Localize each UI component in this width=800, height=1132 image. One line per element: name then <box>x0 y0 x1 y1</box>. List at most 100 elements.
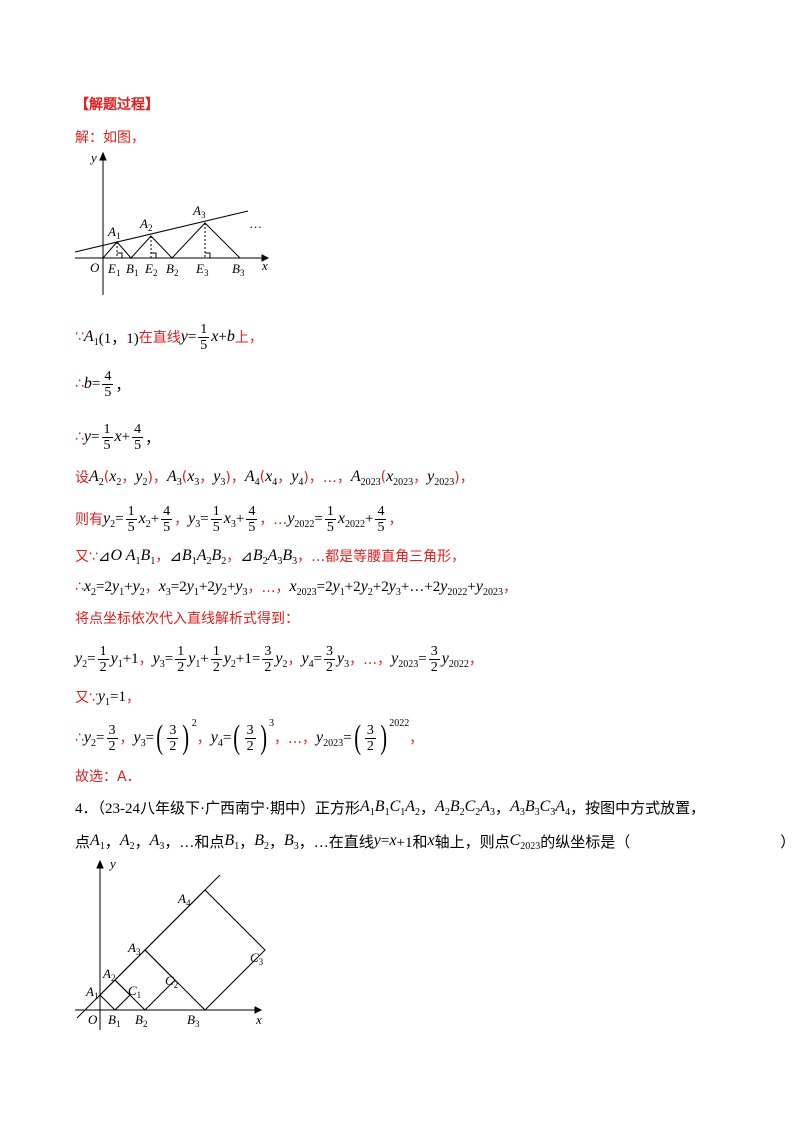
math-var: y <box>210 729 218 746</box>
figure-1 <box>74 151 270 295</box>
math-var: y <box>97 688 106 705</box>
subscript: 1 <box>150 556 156 567</box>
numerator: 3 <box>428 643 440 660</box>
subscript: 2 <box>475 807 481 818</box>
math-var: b <box>83 375 92 392</box>
math-text: + <box>365 510 374 527</box>
subscript: 1 <box>195 659 201 670</box>
point-label: A2 <box>102 966 115 983</box>
math-text: = <box>96 729 105 746</box>
math-var: y <box>83 428 92 445</box>
text-line: ∴ x 2 =2 y 1 + y 2， x 3 =2 y 1 +2 y 2 + y 3，…， x 2023 =2 y 1 +2 y 2… <box>75 567 517 607</box>
numerator: 1 <box>210 503 222 520</box>
numerator: 1 <box>324 503 336 520</box>
subscript: 3 <box>395 587 401 598</box>
text: ( <box>259 469 266 485</box>
subscript: 2 <box>221 587 227 598</box>
text: ， <box>199 470 214 486</box>
math-text: + <box>121 428 131 445</box>
numerator: 4 <box>161 503 173 520</box>
subscript: 2023 <box>482 587 503 598</box>
math-var: x <box>427 832 435 849</box>
label-subscript: 1 <box>116 268 121 278</box>
point-label: y <box>89 150 97 165</box>
numerator: 4 <box>102 368 114 385</box>
math-var: y <box>213 468 221 485</box>
subscript: 1 <box>191 556 197 567</box>
label-subscript: 3 <box>240 268 245 278</box>
math-var: y <box>441 650 449 667</box>
text: ， <box>413 470 428 486</box>
math-text: =2 <box>170 578 187 595</box>
text: 上， <box>234 330 263 346</box>
numerator: 1 <box>198 321 210 338</box>
point-label: B3 <box>232 261 245 278</box>
subscript: 2 <box>91 587 97 598</box>
subscript: 2023 <box>520 841 541 852</box>
denominator: 5 <box>134 437 142 453</box>
text: ， <box>409 731 424 747</box>
math-text: = <box>187 328 197 345</box>
denominator: 2 <box>430 659 438 675</box>
math-text: 点 <box>75 834 91 851</box>
math-var: y <box>337 650 345 667</box>
subscript: 2023 <box>393 477 414 488</box>
math-var: y <box>275 650 283 667</box>
math-text: =1 <box>110 688 126 705</box>
math-var: O A <box>110 547 136 564</box>
subscript: 2 <box>444 807 450 818</box>
math-var: B <box>524 798 535 815</box>
text: ， <box>468 652 483 668</box>
math-text: ⊿ <box>97 548 111 565</box>
point-label: A4 <box>177 891 191 908</box>
superscript: 3 <box>268 718 274 729</box>
subscript: 2 <box>230 659 236 670</box>
math-var: B <box>449 798 460 815</box>
text: )， <box>454 470 474 486</box>
point-label: C1 <box>128 983 141 1000</box>
text: ， <box>121 470 136 486</box>
text: ， <box>126 690 140 706</box>
text: ， <box>174 512 189 528</box>
label-text: A <box>177 891 186 906</box>
subscript: 2022 <box>345 519 365 530</box>
text: ∴ <box>75 429 84 445</box>
subscript: 4 <box>254 477 260 488</box>
denominator: 5 <box>200 337 208 353</box>
math-var: A <box>149 832 160 849</box>
subscript: 2 <box>139 587 145 598</box>
math-var: y <box>291 468 299 485</box>
arrow <box>254 1006 263 1014</box>
paren: ) <box>182 719 190 756</box>
subscript: 1 <box>105 697 111 708</box>
math-var: y <box>287 510 295 527</box>
text: ∴ <box>75 730 84 746</box>
math-var: y <box>132 578 140 595</box>
subscript: 3 <box>344 659 350 670</box>
numerator: 1 <box>101 421 113 438</box>
figure-2 <box>75 859 266 1030</box>
numerator: 4 <box>132 421 144 438</box>
math-text: + <box>150 510 160 527</box>
math-var: A <box>435 798 445 815</box>
math-text: = <box>115 510 124 527</box>
subscript: 1 <box>99 841 105 852</box>
label-text: A <box>139 216 148 231</box>
text: ( <box>380 469 387 485</box>
text: )， <box>225 470 245 486</box>
math-text: (1，1) <box>98 330 139 347</box>
math-text: ，…和点 <box>164 834 225 851</box>
text: ，…， <box>247 580 290 596</box>
math-var: x <box>138 510 146 527</box>
math-var: A <box>267 547 278 564</box>
subscript: 2 <box>142 477 148 488</box>
